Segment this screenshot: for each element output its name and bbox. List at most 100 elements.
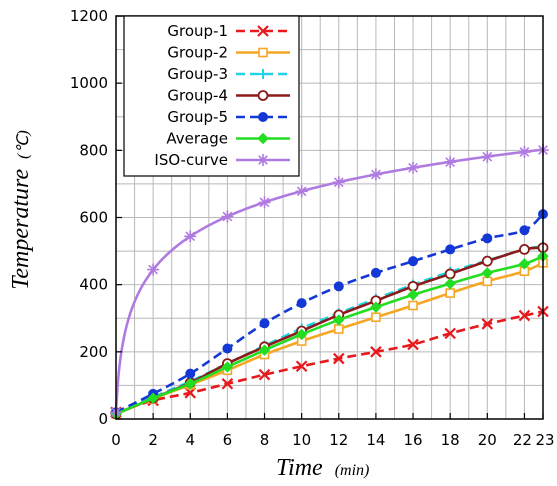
y-axis-unit: (℃) (15, 130, 32, 159)
data-point-group-4 (519, 244, 530, 255)
data-point-average (221, 361, 234, 373)
series-group-3 (111, 241, 548, 419)
legend-label-group-4: Group-4 (167, 87, 228, 105)
data-point-average (481, 267, 494, 279)
y-tick-label: 600 (79, 209, 108, 227)
data-point-group-5 (408, 256, 419, 267)
data-point-group-5 (259, 318, 270, 329)
data-point-group-2 (445, 288, 455, 298)
data-point-group-5 (370, 267, 381, 278)
legend-label-group-1: Group-1 (167, 22, 228, 40)
legend-marker-group-1 (257, 25, 269, 37)
y-tick-label: 1000 (70, 74, 108, 92)
data-point-average (444, 277, 456, 290)
data-point-group-1 (518, 309, 531, 322)
x-tick-label: 12 (329, 431, 348, 449)
data-point-group-5 (333, 281, 344, 292)
data-point-iso-curve (295, 185, 308, 198)
data-point-group-5 (482, 233, 493, 244)
data-point-group-1 (444, 327, 456, 340)
legend-marker-group-5 (258, 112, 268, 122)
data-point-group-2 (408, 300, 418, 311)
data-point-average (407, 289, 419, 301)
x-tick-label: 23 (535, 431, 554, 449)
x-tick-label: 22 (513, 431, 532, 449)
legend-item-group-2: Group-2 (167, 44, 290, 62)
data-point-iso-curve (258, 196, 271, 209)
data-point-group-1 (221, 377, 234, 390)
x-tick-label: 8 (260, 431, 270, 449)
series-line-average (115, 254, 544, 416)
y-tick-label: 0 (98, 410, 108, 428)
x-axis-unit: (min) (335, 462, 370, 479)
data-point-group-2 (333, 324, 344, 334)
data-point-group-1 (333, 352, 345, 365)
legend: Group-1 Group-2 Group-3 Group-4 Group-5 Avera… (123, 15, 300, 177)
data-point-average (370, 301, 382, 313)
y-tick-label: 1200 (70, 7, 108, 25)
legend-item-iso-curve: ISO-curve (154, 151, 290, 169)
data-point-average (333, 314, 345, 326)
y-tick-labels: 0 200 400 600 800 1000 1200 (70, 7, 108, 428)
series-layer (110, 143, 549, 420)
series-iso-curve (110, 143, 549, 419)
data-point-group-1 (295, 360, 308, 373)
series-line-group-1 (115, 310, 544, 414)
legend-label-group-2: Group-2 (167, 44, 228, 62)
legend-label-iso-curve: ISO-curve (154, 151, 228, 169)
data-point-iso-curve (481, 150, 494, 163)
x-tick-label: 18 (441, 431, 460, 449)
series-line-group-2 (115, 261, 544, 416)
x-tick-label: 0 (111, 431, 121, 449)
data-point-iso-curve (332, 176, 345, 189)
data-point-iso-curve (407, 161, 420, 174)
legend-item-group-3: Group-3 (167, 65, 290, 83)
legend-label-group-3: Group-3 (167, 65, 228, 83)
data-point-iso-curve (147, 263, 160, 276)
x-tick-label: 6 (223, 431, 233, 449)
y-axis-title: Temperature (℃) (8, 130, 34, 290)
x-tick-label: 16 (403, 431, 422, 449)
data-point-group-1 (481, 318, 494, 330)
x-tick-label: 4 (185, 431, 195, 449)
x-tick-label: 10 (292, 431, 311, 449)
series-line-iso-curve (114, 148, 542, 413)
data-point-group-5 (445, 244, 456, 255)
legend-item-group-4: Group-4 (167, 87, 290, 105)
series-group-2 (111, 258, 548, 419)
series-average (110, 250, 549, 420)
legend-item-average: Average (166, 130, 290, 148)
data-point-iso-curve (518, 146, 531, 159)
legend-marker-iso-curve (257, 154, 269, 166)
data-point-group-5 (296, 298, 307, 309)
data-point-iso-curve (444, 156, 457, 169)
x-axis-title: Time (min) (276, 455, 369, 481)
data-point-average (518, 258, 531, 270)
legend-marker-average (257, 132, 269, 145)
y-tick-label: 200 (79, 343, 108, 361)
data-point-iso-curve (184, 230, 197, 243)
legend-item-group-1: Group-1 (167, 22, 290, 40)
data-point-group-1 (370, 346, 382, 358)
data-point-average (295, 328, 308, 341)
y-axis-label: Temperature (8, 169, 34, 290)
x-tick-label: 14 (366, 431, 385, 449)
data-point-group-1 (258, 368, 271, 381)
data-point-group-2 (371, 312, 381, 323)
data-point-iso-curve (221, 210, 234, 223)
data-point-average (184, 378, 196, 390)
x-axis-label: Time (276, 455, 323, 481)
legend-marker-group-3 (258, 69, 268, 79)
x-tick-label: 2 (148, 431, 158, 449)
x-tick-label: 20 (478, 431, 497, 449)
tick-marks (115, 15, 544, 420)
data-point-iso-curve (369, 168, 382, 181)
data-point-average (258, 344, 271, 356)
legend-label-average: Average (166, 130, 228, 148)
data-point-group-5 (185, 368, 196, 379)
data-point-average (147, 392, 159, 404)
y-tick-label: 800 (79, 141, 108, 159)
legend-label-group-5: Group-5 (167, 108, 228, 126)
x-tick-labels: 0 2 4 6 8 10 12 14 16 18 20 22 23 (111, 431, 554, 449)
